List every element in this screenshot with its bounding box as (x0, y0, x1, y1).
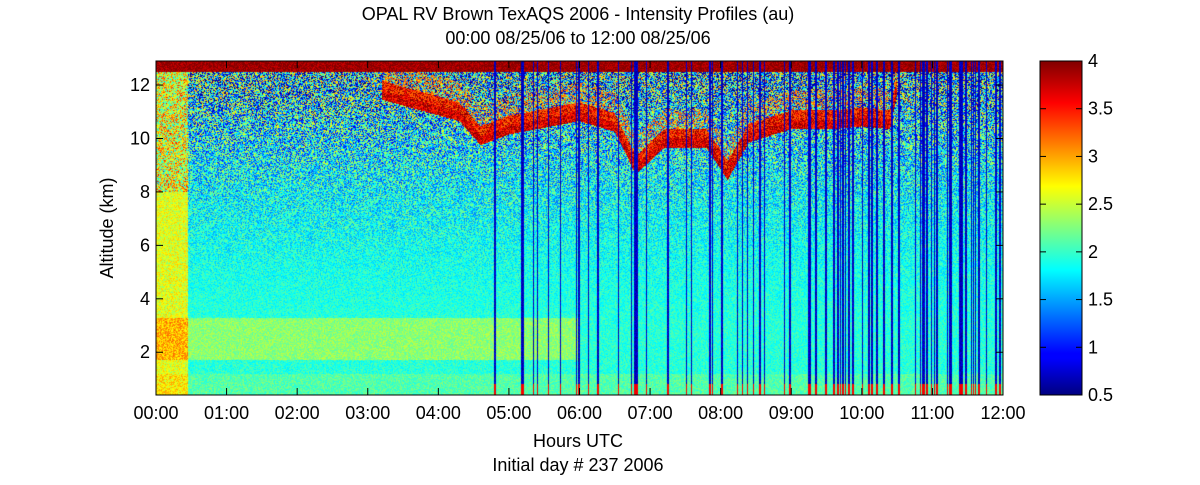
x-tick-label: 06:00 (557, 403, 602, 423)
heatmap-raster (156, 61, 1003, 395)
x-tick-label: 03:00 (345, 403, 390, 423)
x-axis-ticks: 00:00 01:00 02:00 03:00 04:00 05:00 06:00 07:00… (133, 61, 1026, 423)
colorbar-tick-label: 1 (1088, 337, 1098, 357)
x-tick-label: 01:00 (204, 403, 249, 423)
y-axis-label: Altitude (km) (97, 177, 117, 278)
y-axis-ticks: 2 4 6 8 10 12 (130, 75, 1003, 362)
x-axis-label: Hours UTC (533, 431, 623, 451)
chart-title: OPAL RV Brown TexAQS 2006 - Intensity Pr… (362, 4, 795, 24)
x-tick-label: 05:00 (486, 403, 531, 423)
y-tick-label: 4 (140, 289, 150, 309)
colorbar (1039, 60, 1083, 396)
y-tick-label: 8 (140, 182, 150, 202)
x-tick-label: 10:00 (839, 403, 884, 423)
x-tick-label: 09:00 (769, 403, 814, 423)
x-tick-label: 08:00 (698, 403, 743, 423)
heatmap-plot (156, 61, 1003, 395)
x-tick-label: 04:00 (416, 403, 461, 423)
y-tick-label: 10 (130, 128, 150, 148)
colorbar-tick-label: 2 (1088, 242, 1098, 262)
x-tick-label: 12:00 (980, 403, 1025, 423)
x-tick-label: 07:00 (628, 403, 673, 423)
colorbar-tick-label: 2.5 (1088, 194, 1113, 214)
colorbar-tick-label: 0.5 (1088, 385, 1113, 405)
colorbar-tick-label: 1.5 (1088, 290, 1113, 310)
x-tick-label: 00:00 (133, 403, 178, 423)
x-tick-label: 02:00 (275, 403, 320, 423)
y-tick-label: 2 (140, 342, 150, 362)
y-tick-label: 12 (130, 75, 150, 95)
colorbar-tick-label: 3.5 (1088, 99, 1113, 119)
x-axis-sublabel: Initial day # 237 2006 (492, 455, 663, 475)
colorbar-tick-label: 3 (1088, 146, 1098, 166)
x-tick-label: 11:00 (911, 403, 955, 423)
chart-subtitle: 00:00 08/25/06 to 12:00 08/25/06 (445, 28, 710, 48)
y-tick-label: 6 (140, 235, 150, 255)
colorbar-tick-label: 4 (1088, 51, 1098, 71)
colorbar-ticks: 0.5 1 1.5 2 2.5 3 3.5 4 (1040, 51, 1113, 405)
